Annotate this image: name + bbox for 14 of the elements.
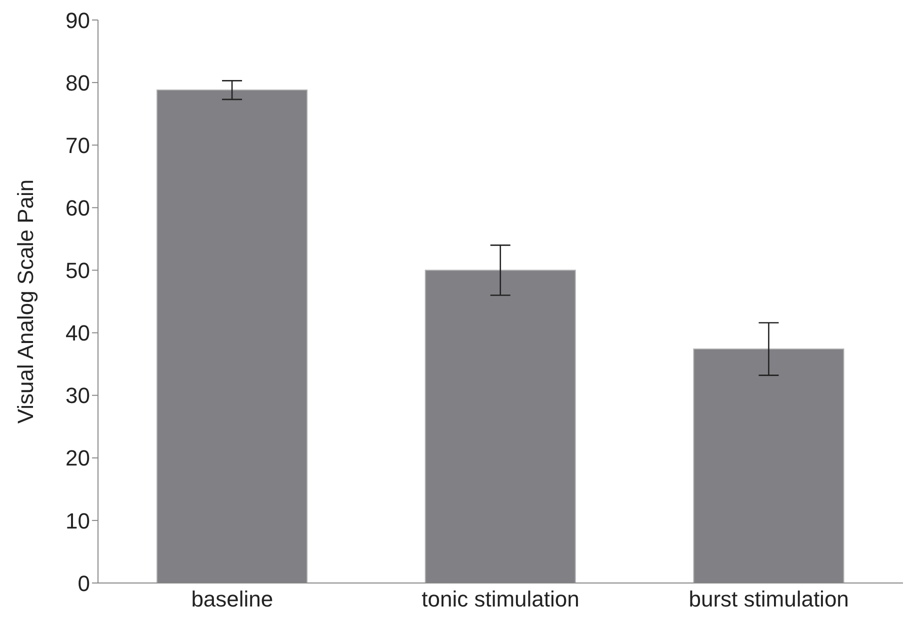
- x-tick-label: baseline: [191, 586, 274, 612]
- y-tick-label: 40: [66, 320, 90, 346]
- y-tick-label: 20: [66, 446, 90, 471]
- y-axis-title: Visual Analog Scale Pain: [12, 179, 38, 424]
- y-tick-label: 0: [78, 570, 90, 596]
- x-tick-label: tonic stimulation: [422, 586, 580, 612]
- y-tick-label: 10: [66, 508, 90, 534]
- y-tick-label: 60: [66, 195, 90, 220]
- y-tick-label: 80: [66, 70, 90, 96]
- y-tick-label: 90: [66, 8, 90, 33]
- y-tick-label: 30: [66, 383, 90, 408]
- x-tick-label: burst stimulation: [688, 586, 849, 612]
- y-tick-label: 50: [66, 258, 90, 284]
- y-tick-label: 70: [66, 132, 90, 158]
